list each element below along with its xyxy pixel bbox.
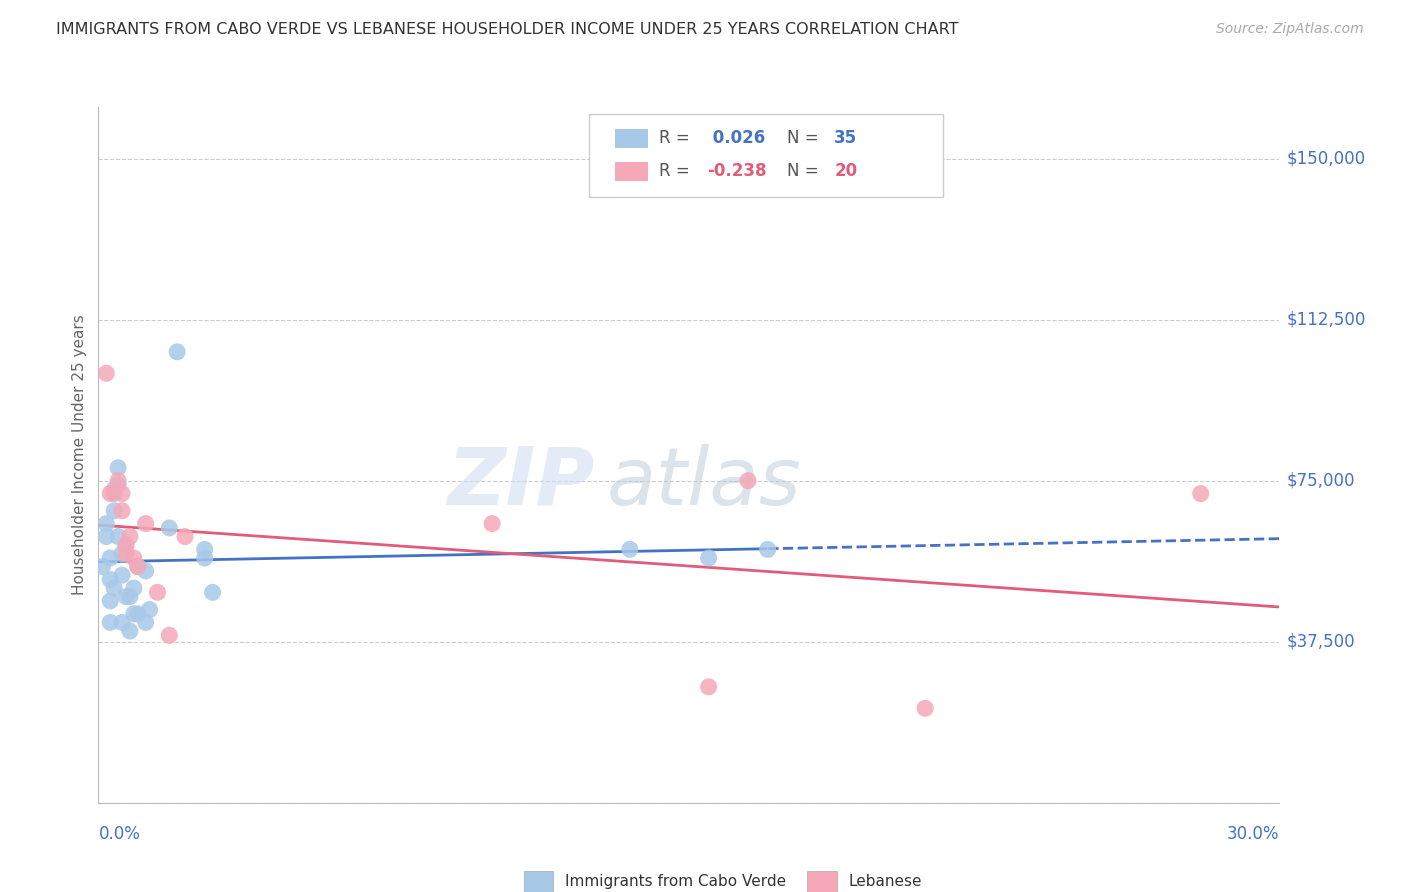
Point bbox=[166, 344, 188, 359]
Point bbox=[914, 701, 936, 715]
Point bbox=[481, 516, 503, 531]
Point bbox=[96, 367, 118, 381]
Text: N =: N = bbox=[787, 128, 824, 146]
Bar bbox=[614, 128, 648, 148]
Text: ZIP: ZIP bbox=[447, 443, 595, 522]
Text: R =: R = bbox=[659, 128, 696, 146]
Point bbox=[107, 478, 129, 492]
Point bbox=[194, 542, 217, 557]
Text: $75,000: $75,000 bbox=[1286, 472, 1355, 490]
FancyBboxPatch shape bbox=[589, 114, 943, 197]
Point bbox=[174, 529, 197, 543]
Point bbox=[103, 483, 125, 497]
Point bbox=[135, 564, 157, 578]
Text: 0.0%: 0.0% bbox=[98, 825, 141, 843]
Point bbox=[122, 607, 145, 621]
Bar bbox=[523, 871, 553, 892]
Point bbox=[122, 551, 145, 566]
Point bbox=[135, 516, 157, 531]
Point bbox=[118, 624, 141, 638]
Bar bbox=[807, 871, 837, 892]
Text: Immigrants from Cabo Verde: Immigrants from Cabo Verde bbox=[565, 874, 786, 889]
Text: R =: R = bbox=[659, 162, 696, 180]
Y-axis label: Householder Income Under 25 years: Householder Income Under 25 years bbox=[72, 315, 87, 595]
Point bbox=[697, 680, 720, 694]
Text: Source: ZipAtlas.com: Source: ZipAtlas.com bbox=[1216, 22, 1364, 37]
Point bbox=[127, 607, 149, 621]
Point bbox=[91, 559, 114, 574]
Point bbox=[107, 529, 129, 543]
Text: 35: 35 bbox=[834, 128, 858, 146]
Text: atlas: atlas bbox=[606, 443, 801, 522]
Point bbox=[98, 594, 121, 608]
Point bbox=[135, 615, 157, 630]
Text: $150,000: $150,000 bbox=[1286, 150, 1365, 168]
Point bbox=[127, 559, 149, 574]
Point bbox=[96, 529, 118, 543]
Text: IMMIGRANTS FROM CABO VERDE VS LEBANESE HOUSEHOLDER INCOME UNDER 25 YEARS CORRELA: IMMIGRANTS FROM CABO VERDE VS LEBANESE H… bbox=[56, 22, 959, 37]
Point bbox=[98, 551, 121, 566]
Point bbox=[98, 573, 121, 587]
Point bbox=[96, 516, 118, 531]
Point bbox=[107, 460, 129, 475]
Point bbox=[201, 585, 224, 599]
Point bbox=[111, 568, 134, 582]
Point bbox=[115, 538, 138, 552]
Text: $37,500: $37,500 bbox=[1286, 632, 1355, 651]
Point bbox=[194, 551, 217, 566]
Text: $112,500: $112,500 bbox=[1286, 310, 1365, 328]
Point bbox=[115, 547, 138, 561]
Point bbox=[111, 547, 134, 561]
Point bbox=[118, 529, 141, 543]
Text: 30.0%: 30.0% bbox=[1227, 825, 1279, 843]
Point bbox=[98, 615, 121, 630]
Text: 0.026: 0.026 bbox=[707, 128, 765, 146]
Text: 20: 20 bbox=[834, 162, 858, 180]
Bar bbox=[614, 162, 648, 181]
Point bbox=[103, 504, 125, 518]
Point bbox=[103, 581, 125, 595]
Point bbox=[756, 542, 779, 557]
Text: Lebanese: Lebanese bbox=[848, 874, 922, 889]
Point bbox=[1189, 486, 1212, 500]
Point bbox=[146, 585, 169, 599]
Point bbox=[115, 590, 138, 604]
Point bbox=[115, 538, 138, 552]
Point bbox=[118, 590, 141, 604]
Point bbox=[697, 551, 720, 566]
Point bbox=[157, 628, 180, 642]
Point bbox=[138, 602, 160, 616]
Point bbox=[98, 486, 121, 500]
Point bbox=[157, 521, 180, 535]
Point bbox=[737, 474, 759, 488]
Point bbox=[107, 474, 129, 488]
Text: -0.238: -0.238 bbox=[707, 162, 766, 180]
Point bbox=[103, 486, 125, 500]
Point bbox=[111, 486, 134, 500]
Point bbox=[619, 542, 641, 557]
Text: N =: N = bbox=[787, 162, 824, 180]
Point bbox=[127, 559, 149, 574]
Point bbox=[111, 504, 134, 518]
Point bbox=[111, 615, 134, 630]
Point bbox=[122, 581, 145, 595]
